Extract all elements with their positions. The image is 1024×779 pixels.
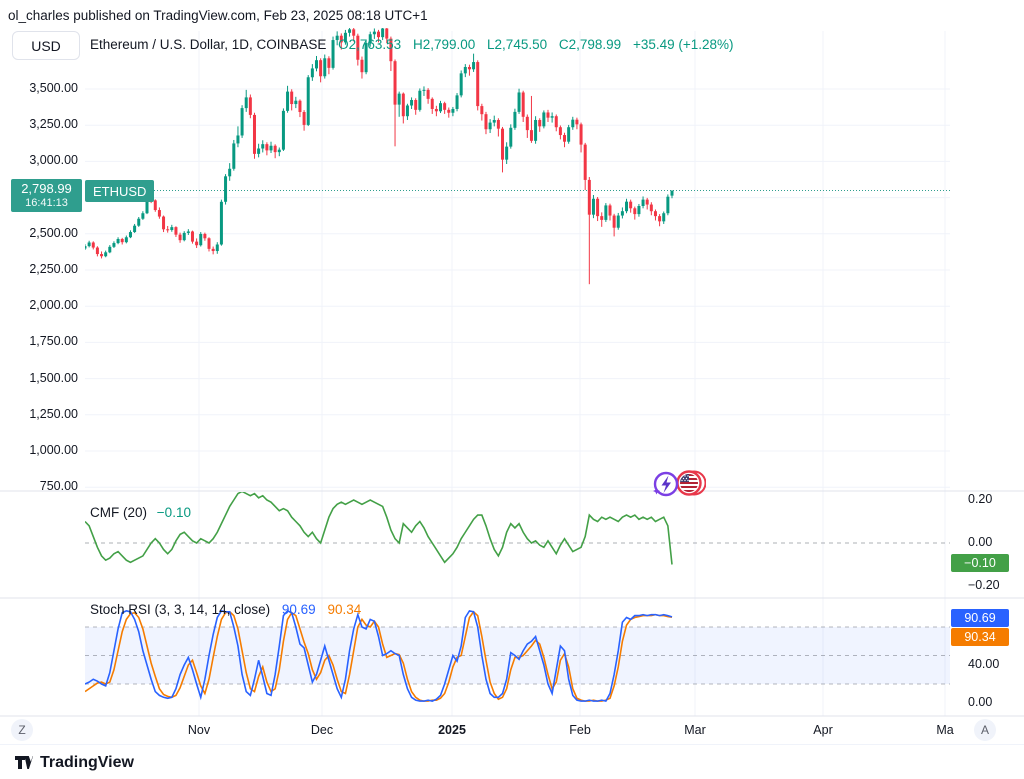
symbol-badge: ETHUSD [85, 180, 155, 202]
time-axis-label: Ma [936, 723, 954, 737]
cmf-legend: CMF (20) −0.10 [90, 505, 191, 520]
price-tick: 750.00 [39, 479, 78, 494]
time-axis-label: Apr [813, 723, 833, 737]
stoch-d-badge: 90.34 [951, 628, 1009, 646]
timezone-button[interactable]: Z [11, 719, 33, 741]
current-price: 2,798.99 [21, 180, 72, 196]
stoch-k-badge: 90.69 [951, 609, 1009, 627]
publish-info: ol_charles published on TradingView.com,… [8, 8, 428, 23]
price-tick: 1,250.00 [29, 406, 78, 421]
chart-stickers [650, 468, 707, 500]
stoch-params: (3, 3, 14, 14, close) [154, 602, 271, 617]
tradingview-brand-link[interactable]: TradingView [14, 753, 134, 772]
footer-bar: TradingView [0, 744, 1024, 779]
time-axis-label: Dec [310, 723, 334, 737]
time-axis-label: Nov [187, 723, 211, 737]
tradingview-brand-text: TradingView [40, 753, 134, 771]
high-label: H [412, 37, 423, 52]
stoch-k-value: 90.69 [281, 602, 316, 617]
cmf-value: −0.10 [156, 505, 191, 520]
cmf-tick: −0.20 [968, 578, 1000, 592]
price-tick: 2,000.00 [29, 298, 78, 313]
us-flag-sticker [676, 470, 707, 496]
price-tick: 1,750.00 [29, 334, 78, 349]
stoch-rsi-legend: Stoch RSI (3, 3, 14, 14, close) 90.69 90… [90, 602, 361, 617]
time-axis-label: 2025 [438, 723, 466, 737]
symbol-legend: Ethereum / U.S. Dollar, 1D, COINBASE O2,… [90, 37, 734, 52]
cmf-params: (20) [123, 505, 148, 520]
cmf-tick: 0.20 [968, 492, 993, 506]
price-tick: 1,000.00 [29, 442, 78, 457]
time-axis-label: Feb [569, 723, 591, 737]
cmf-name: CMF [90, 505, 120, 520]
cmf-tick: 0.00 [968, 535, 993, 549]
symbol-title: Ethereum / U.S. Dollar, 1D, COINBASE [90, 37, 327, 52]
close-label: C [558, 37, 569, 52]
current-price-badge: 2,798.99 16:41:13 [11, 179, 82, 212]
price-tick: 1,500.00 [29, 370, 78, 385]
price-tick: 3,250.00 [29, 117, 78, 132]
auto-scale-button[interactable]: A [974, 719, 996, 741]
price-tick: 3,000.00 [29, 153, 78, 168]
stoch-tick: 0.00 [968, 695, 993, 709]
price-tick: 3,500.00 [29, 80, 78, 95]
low-value: 2,745.50 [494, 37, 548, 52]
time-axis-label: Mar [684, 723, 706, 737]
low-label: L [487, 37, 495, 52]
bar-countdown: 16:41:13 [25, 196, 68, 209]
price-tick: 2,250.00 [29, 261, 78, 276]
open-value: 2,763.53 [348, 37, 402, 52]
stoch-d-value: 90.34 [327, 602, 362, 617]
close-value: 2,798.99 [568, 37, 622, 52]
currency-toggle-button[interactable]: USD [12, 31, 80, 60]
lightning-bolt-sticker [653, 471, 679, 497]
tradingview-logo-icon [15, 756, 33, 769]
cmf-value-badge: −0.10 [951, 554, 1009, 572]
price-tick: 2,500.00 [29, 225, 78, 240]
high-value: 2,799.00 [422, 37, 476, 52]
open-label: O [338, 37, 349, 52]
stoch-name: Stoch RSI [90, 602, 151, 617]
stoch-tick: 40.00 [968, 657, 1000, 671]
change-value: +35.49 (+1.28%) [632, 37, 734, 52]
